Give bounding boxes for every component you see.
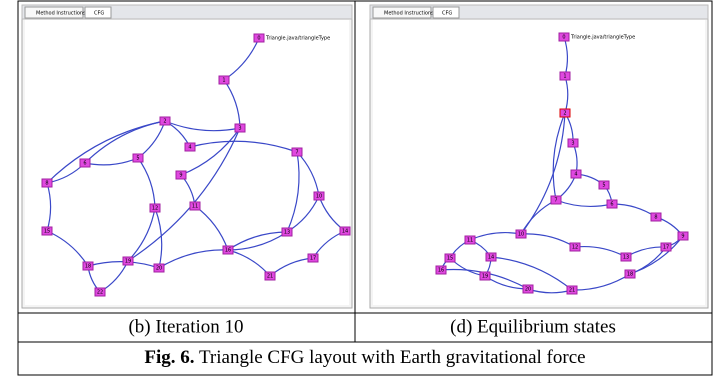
node-label: 13 — [284, 230, 290, 236]
node-label: 5 — [136, 156, 139, 162]
figure-caption: Fig. 6. Triangle CFG layout with Earth g… — [144, 347, 585, 368]
node-label: 9 — [681, 234, 684, 240]
node-label: 19 — [125, 259, 131, 265]
node-label: 12 — [152, 206, 158, 212]
node-label: 16 — [438, 268, 444, 274]
node-label: 4 — [574, 172, 577, 178]
fig-text: Triangle CFG layout with Earth gravitati… — [199, 347, 586, 368]
node-label: 8 — [45, 181, 48, 187]
node-label: 12 — [572, 245, 578, 251]
node-label: 10 — [518, 232, 524, 238]
node-label: 1 — [222, 78, 225, 84]
node-label: 22 — [97, 290, 103, 296]
node-label: 21 — [569, 288, 575, 294]
node-label: 6 — [610, 202, 613, 208]
node-label: 5 — [602, 183, 605, 189]
node-label: 14 — [488, 255, 494, 261]
node-label: 18 — [627, 272, 633, 278]
node-label: 16 — [225, 248, 231, 254]
node-label: 13 — [623, 255, 629, 261]
panel-caption: (d) Equilibrium states — [450, 316, 616, 337]
node-label: 21 — [267, 274, 273, 280]
node-label: 15 — [44, 229, 50, 235]
node-label: 3 — [238, 126, 241, 132]
tab-label: CFG — [94, 11, 104, 17]
node-label: 14 — [342, 229, 348, 235]
figure: (b) Iteration 10 (d) Equilibrium states … — [0, 0, 721, 385]
tab-label: Method Instructions — [384, 11, 434, 17]
node-label: 18 — [85, 264, 91, 270]
node-label: 2 — [163, 119, 166, 125]
node-label: 0 — [562, 35, 565, 41]
root-label: Triangle.java/triangleType — [265, 36, 330, 42]
node-label: 19 — [482, 274, 488, 280]
canvas — [25, 20, 349, 305]
node-label: 11 — [467, 238, 473, 244]
node-label: 10 — [316, 194, 322, 200]
panel-caption: (b) Iteration 10 — [128, 316, 243, 337]
node-label: 20 — [525, 287, 531, 293]
node-label: 8 — [654, 215, 657, 221]
node-label: 9 — [179, 173, 182, 179]
node-label: 20 — [156, 266, 162, 272]
node-label: 11 — [192, 204, 198, 210]
node-label: 2 — [563, 111, 566, 117]
node-label: 7 — [295, 150, 298, 156]
node-label: 17 — [310, 256, 316, 262]
tab-label: CFG — [442, 11, 452, 17]
node-label: 6 — [83, 161, 86, 167]
node-label: 15 — [447, 256, 453, 262]
root-label: Triangle.java/triangleType — [570, 35, 635, 41]
node-label: 0 — [257, 36, 260, 42]
node-label: 3 — [571, 141, 574, 147]
node-label: 17 — [663, 245, 669, 251]
node-label: 4 — [188, 145, 191, 151]
node-label: 7 — [554, 198, 557, 204]
node-label: 1 — [563, 74, 566, 80]
tab-label: Method Instructions — [36, 11, 86, 17]
fig-label: Fig. 6. — [144, 347, 194, 368]
